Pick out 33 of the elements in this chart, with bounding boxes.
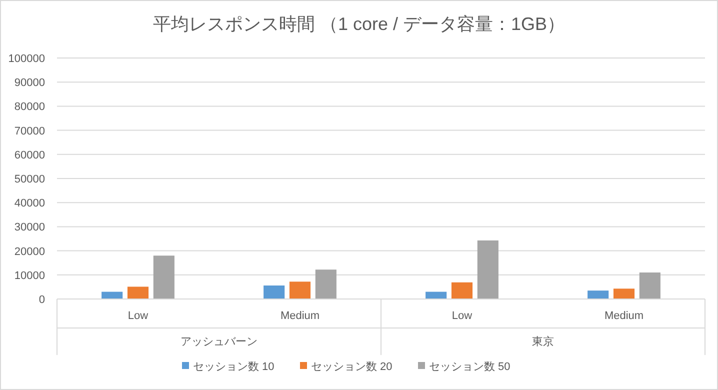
y-tick-label: 40000 bbox=[14, 198, 45, 210]
chart-title: 平均レスポンス時間 （1 core / データ容量：1GB） bbox=[152, 14, 566, 34]
y-tick-label: 90000 bbox=[14, 77, 45, 90]
bar bbox=[426, 292, 447, 299]
bar bbox=[477, 240, 498, 299]
legend-label: セッション数 50 bbox=[429, 361, 510, 373]
text: 東京 bbox=[532, 335, 554, 348]
bar bbox=[451, 282, 473, 299]
bar bbox=[315, 270, 336, 299]
x-tick-label: Low bbox=[452, 310, 472, 322]
y-tick-label: 100000 bbox=[8, 53, 45, 65]
bar bbox=[289, 282, 311, 299]
y-tick-label: 60000 bbox=[14, 149, 45, 162]
legend-label: セッション数 10 bbox=[193, 361, 274, 373]
bar bbox=[127, 286, 149, 299]
y-tick-label: 30000 bbox=[14, 222, 45, 234]
y-tick-label: 70000 bbox=[14, 125, 45, 138]
y-tick-label: 20000 bbox=[14, 246, 45, 258]
bar bbox=[639, 272, 660, 299]
y-tick-label: 0 bbox=[38, 294, 45, 306]
y-tick-label: 50000 bbox=[14, 174, 45, 186]
x-tick-label: Medium bbox=[280, 310, 320, 322]
bar bbox=[153, 256, 174, 299]
bar bbox=[102, 292, 123, 299]
bar bbox=[613, 288, 635, 299]
x-tick-label: Medium bbox=[604, 310, 644, 322]
y-tick-label: 10000 bbox=[14, 270, 45, 282]
legend-label: セッション数 20 bbox=[311, 361, 392, 373]
x-tick-label: Low bbox=[128, 310, 148, 322]
bar bbox=[264, 286, 285, 299]
text: アッシュバーン bbox=[180, 336, 258, 348]
bar bbox=[588, 290, 609, 299]
y-tick-label: 80000 bbox=[14, 101, 45, 114]
